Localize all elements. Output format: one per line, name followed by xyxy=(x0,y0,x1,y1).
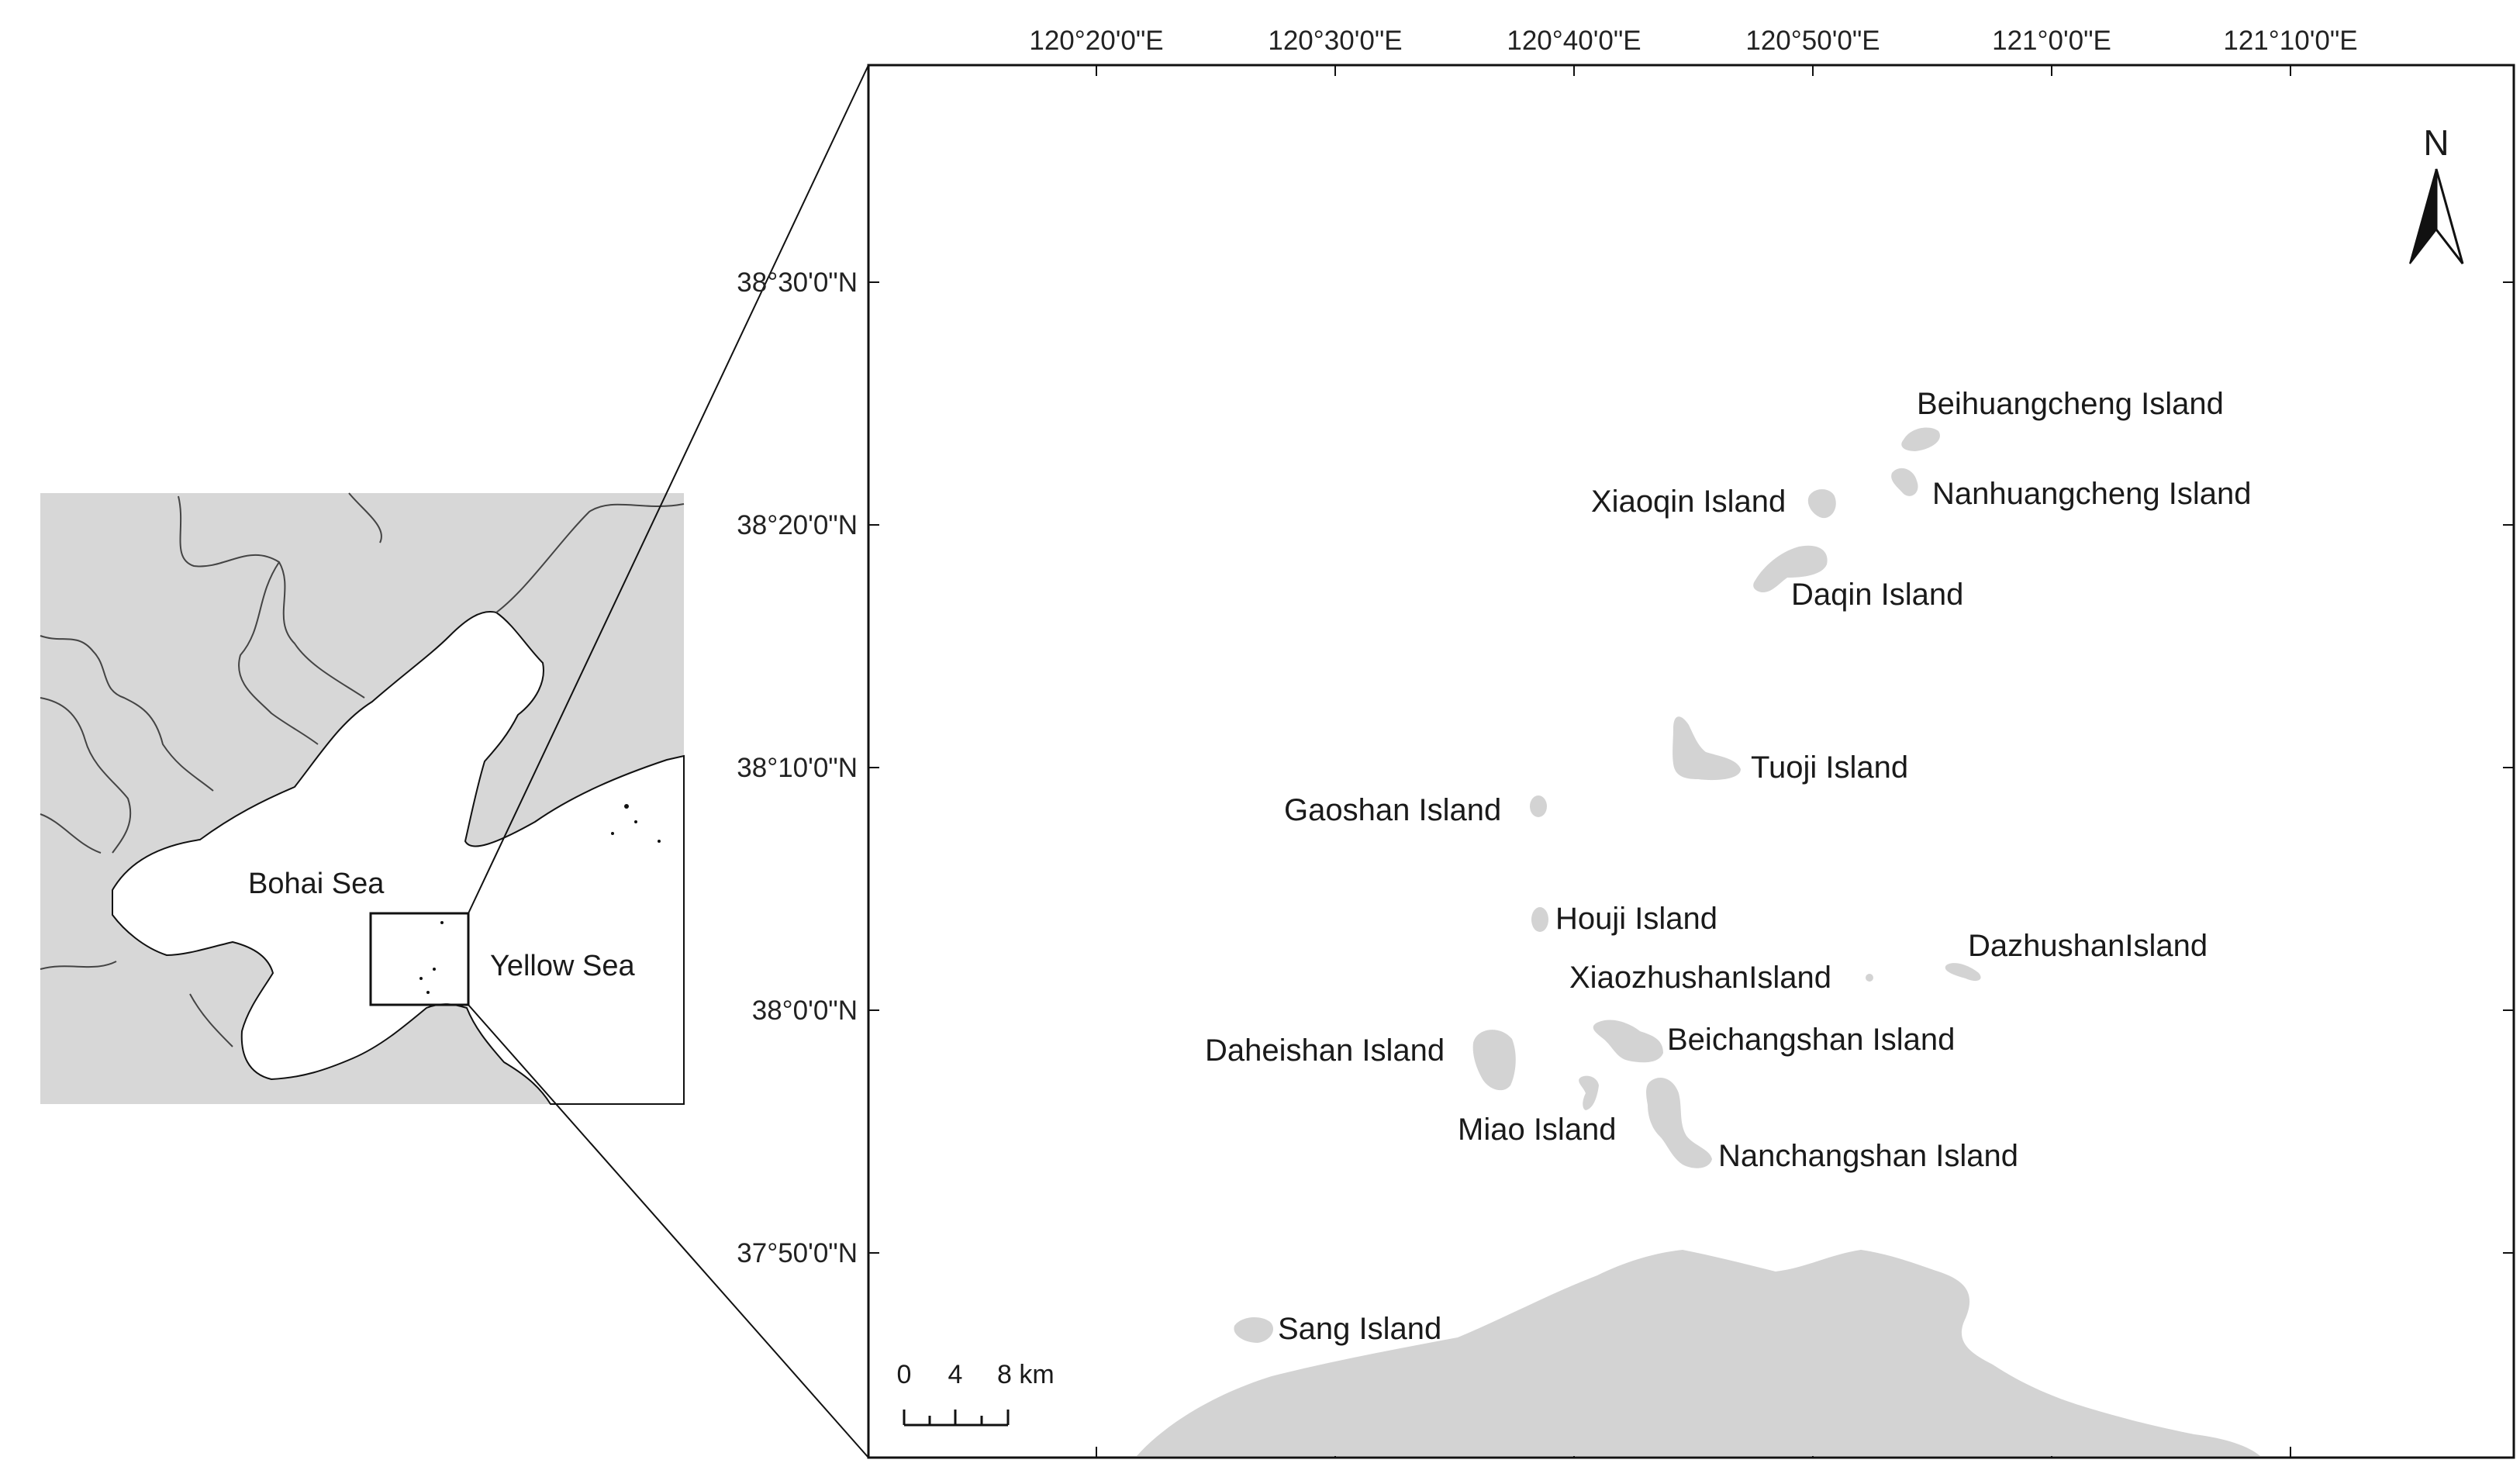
daqin-island xyxy=(1753,545,1828,593)
daqin-label: Daqin Island xyxy=(1791,578,1963,612)
tuoji-island xyxy=(1673,716,1741,781)
lat-tick-label: 38°0'0"N xyxy=(752,996,858,1026)
lon-tick-label: 120°40'0"E xyxy=(1507,26,1641,56)
lat-tick-label: 38°10'0"N xyxy=(737,753,858,783)
miao-label: Miao Island xyxy=(1458,1113,1617,1147)
lon-tick-label: 120°30'0"E xyxy=(1268,26,1402,56)
scale-label-0: 0 xyxy=(897,1360,912,1389)
bohai-sea-label: Bohai Sea xyxy=(248,868,385,900)
nanhuangcheng-island xyxy=(1891,468,1918,496)
lon-tick-label: 120°20'0"E xyxy=(1029,26,1163,56)
miao-island xyxy=(1579,1075,1599,1110)
north-arrow-icon: N xyxy=(2409,122,2464,264)
island-labels: Beihuangcheng Island Nanhuangcheng Islan… xyxy=(1205,387,2251,1346)
nanchangshan-label: Nanchangshan Island xyxy=(1718,1139,2018,1173)
nanchangshan-island xyxy=(1646,1078,1712,1168)
scale-bar: 0 4 8 km xyxy=(897,1360,1055,1427)
xiaozhushan-island xyxy=(1866,974,1873,982)
overview-map: Bohai Sea Yellow Sea xyxy=(40,492,685,1105)
houji-label: Houji Island xyxy=(1555,902,1717,936)
xiaozhushan-label: XiaozhushanIsland xyxy=(1569,961,1831,995)
gaoshan-label: Gaoshan Island xyxy=(1284,793,1501,827)
mainland-coast xyxy=(1137,1250,2260,1456)
nanhuangcheng-label: Nanhuangcheng Island xyxy=(1932,477,2251,511)
tuoji-label: Tuoji Island xyxy=(1751,751,1908,785)
scale-label-8km: 8 km xyxy=(997,1360,1055,1389)
sang-island xyxy=(1234,1316,1274,1343)
lon-tick-label: 120°50'0"E xyxy=(1745,26,1880,56)
xiaoqin-island xyxy=(1807,489,1836,519)
main-map: 120°20'0"E 120°30'0"E 120°40'0"E 120°50'… xyxy=(737,26,2515,1459)
dazhushan-island xyxy=(1945,963,1981,982)
overview-sea xyxy=(112,611,685,1105)
beichangshan-label: Beichangshan Island xyxy=(1667,1023,1955,1057)
xiaoqin-label: Xiaoqin Island xyxy=(1591,485,1786,519)
scale-label-4: 4 xyxy=(948,1360,963,1389)
overview-borders xyxy=(40,492,685,1047)
zoom-line-bottom xyxy=(468,1004,869,1458)
daheishan-island xyxy=(1472,1030,1516,1091)
islands xyxy=(1234,427,1981,1343)
zoom-line-top xyxy=(468,64,869,914)
lon-tick-label: 121°0'0"E xyxy=(1992,26,2111,56)
beihuangcheng-island xyxy=(1901,427,1940,451)
sang-label: Sang Island xyxy=(1278,1312,1441,1346)
houji-island xyxy=(1531,907,1548,932)
study-area-box xyxy=(369,912,470,1006)
lon-tick-label: 121°10'0"E xyxy=(2223,26,2357,56)
longitude-labels: 120°20'0"E 120°30'0"E 120°40'0"E 120°50'… xyxy=(1029,26,2357,56)
north-label: N xyxy=(2423,122,2449,163)
dazhushan-label: DazhushanIsland xyxy=(1968,929,2208,963)
lat-tick-label: 37°50'0"N xyxy=(737,1238,858,1268)
latitude-labels: 38°30'0"N 38°20'0"N 38°10'0"N 38°0'0"N 3… xyxy=(737,267,858,1268)
daheishan-label: Daheishan Island xyxy=(1205,1033,1445,1068)
gaoshan-island xyxy=(1530,795,1547,817)
yellow-sea-label: Yellow Sea xyxy=(490,950,635,982)
lat-tick-label: 38°20'0"N xyxy=(737,510,858,540)
beichangshan-island xyxy=(1593,1020,1663,1063)
lat-tick-label: 38°30'0"N xyxy=(737,267,858,298)
overview-islands xyxy=(419,804,661,994)
beihuangcheng-label: Beihuangcheng Island xyxy=(1917,387,2224,421)
